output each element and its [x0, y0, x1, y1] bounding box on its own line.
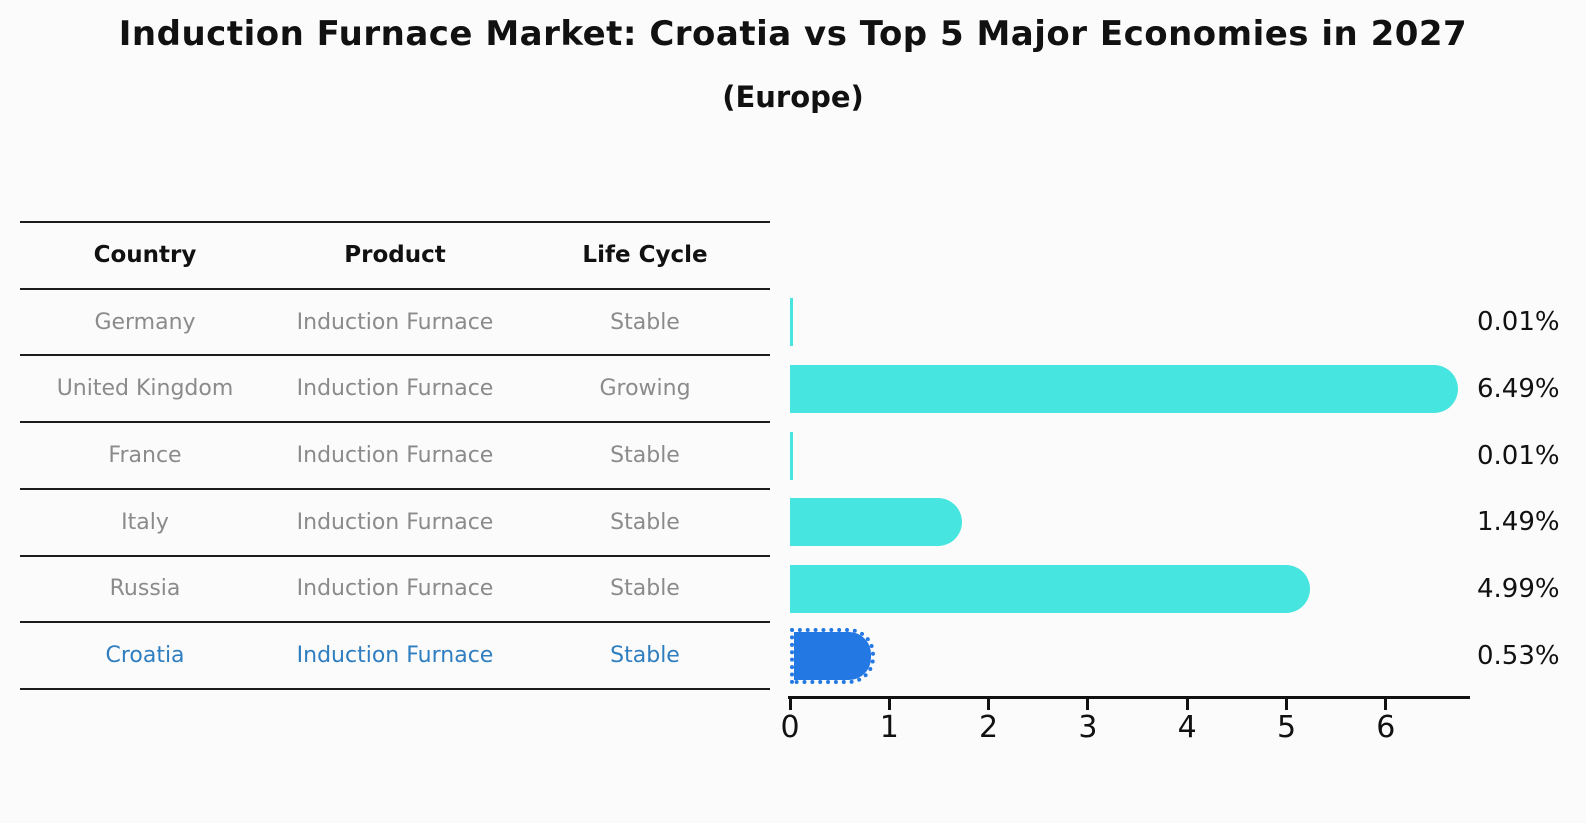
bar-italy	[790, 498, 962, 547]
life-cycle-cell: Stable	[610, 309, 680, 335]
product-cell: Induction Furnace	[296, 509, 494, 535]
table-header-cell-life-cycle: Life Cycle	[582, 242, 708, 269]
x-axis-tick	[987, 699, 991, 710]
product-cell: Induction Furnace	[296, 376, 494, 402]
table-header-row: Country Product Life Cycle	[20, 222, 770, 289]
x-axis-line	[788, 696, 1470, 699]
table-row: Germany Induction Furnace Stable	[20, 289, 770, 356]
table-header-rule	[20, 287, 770, 290]
country-cell: France	[108, 442, 182, 468]
table-header-cell-product: Product	[344, 242, 446, 269]
table-row: United Kingdom Induction Furnace Growing	[20, 355, 770, 422]
value-label: 6.49%	[1477, 373, 1560, 404]
table-row: France Induction Furnace Stable	[20, 422, 770, 489]
x-axis-tick-label: 0	[780, 710, 800, 745]
life-cycle-cell: Stable	[610, 442, 680, 468]
x-axis-tick	[788, 699, 792, 710]
life-cycle-cell: Stable	[610, 509, 680, 535]
table-row-rule	[20, 554, 770, 557]
x-axis-tick	[1185, 699, 1189, 710]
bar-germany	[790, 298, 793, 347]
x-axis-tick-label: 3	[1078, 710, 1098, 745]
country-cell: Croatia	[105, 643, 185, 669]
x-axis-tick-label: 6	[1376, 710, 1396, 745]
life-cycle-cell: Stable	[610, 576, 680, 602]
product-cell: Induction Furnace	[296, 643, 494, 669]
chart-subtitle: (Europe)	[722, 80, 864, 114]
table-row-rule	[20, 354, 770, 357]
x-axis-tick-label: 4	[1177, 710, 1197, 745]
country-cell: United Kingdom	[56, 376, 234, 402]
value-label: 4.99%	[1477, 573, 1560, 604]
life-cycle-cell: Growing	[599, 376, 691, 402]
table-row: Russia Induction Furnace Stable	[20, 556, 770, 623]
x-axis-tick-label: 2	[979, 710, 999, 745]
table-row-rule	[20, 621, 770, 624]
life-cycle-cell: Stable	[610, 643, 680, 669]
table-row: Italy Induction Furnace Stable	[20, 489, 770, 556]
bar-france	[790, 431, 793, 480]
country-cell: Italy	[121, 509, 169, 535]
table-top-rule	[20, 221, 770, 223]
product-cell: Induction Furnace	[296, 442, 494, 468]
table-row-rule	[20, 487, 770, 490]
product-cell: Induction Furnace	[296, 309, 494, 335]
value-label: 1.49%	[1477, 507, 1560, 538]
bar-united-kingdom	[790, 364, 1459, 413]
x-axis-tick	[887, 699, 891, 710]
bar-croatia	[790, 627, 875, 684]
table-header-cell-country: Country	[93, 242, 197, 269]
bar-russia	[790, 564, 1310, 613]
value-label: 0.01%	[1477, 440, 1560, 471]
value-label: 0.01%	[1477, 307, 1560, 338]
x-axis-tick	[1384, 699, 1388, 710]
country-cell: Germany	[94, 309, 196, 335]
x-axis-tick	[1086, 699, 1090, 710]
x-axis-tick-label: 1	[879, 710, 899, 745]
table-row: Croatia Induction Furnace Stable	[20, 622, 770, 689]
x-axis-tick-label: 5	[1276, 710, 1297, 745]
table-row-rule	[20, 421, 770, 424]
chart-title: Induction Furnace Market: Croatia vs Top…	[118, 14, 1468, 54]
x-axis-tick	[1285, 699, 1288, 710]
value-label: 0.53%	[1477, 640, 1560, 671]
table-row-rule	[20, 688, 770, 690]
product-cell: Induction Furnace	[296, 576, 494, 602]
country-cell: Russia	[109, 576, 181, 602]
